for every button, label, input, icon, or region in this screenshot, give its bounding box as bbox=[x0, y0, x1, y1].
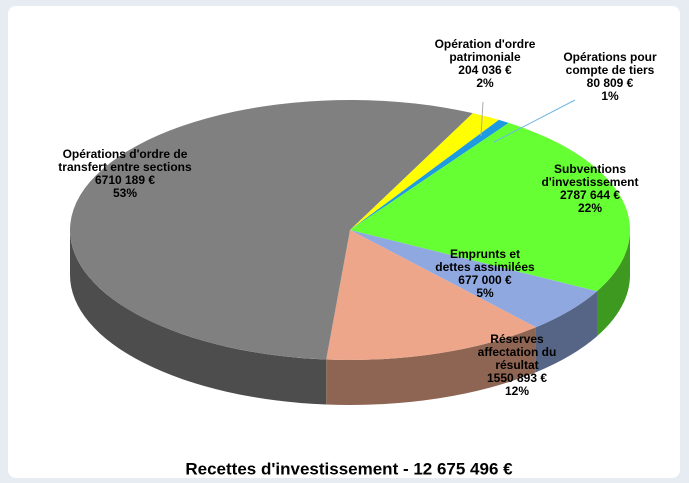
label-value: 1550 893 € bbox=[487, 371, 547, 385]
slice bbox=[350, 113, 499, 230]
label-percent: 53% bbox=[113, 186, 137, 200]
label-value: 80 809 € bbox=[587, 76, 634, 90]
label-line: dettes assimilées bbox=[435, 260, 535, 274]
label-percent: 5% bbox=[476, 286, 494, 300]
label-line: Subventions bbox=[554, 162, 626, 176]
label-value: 677 000 € bbox=[458, 273, 512, 287]
slice bbox=[350, 230, 598, 328]
chart-title: Recettes d'investissement - 12 675 496 € bbox=[185, 459, 513, 478]
data-label: Réserves affectation du résultat 1550 893 €… bbox=[478, 332, 557, 398]
label-percent: 22% bbox=[578, 201, 602, 215]
slice-side bbox=[535, 291, 598, 373]
label-line: d'investissement bbox=[542, 175, 639, 189]
label-percent: 1% bbox=[601, 89, 619, 103]
slice-side bbox=[326, 327, 536, 405]
slice bbox=[326, 230, 536, 360]
slice-side bbox=[70, 230, 327, 405]
leader-line bbox=[480, 101, 484, 137]
data-label: Subventions d'investissement 2787 644 €22% bbox=[542, 162, 639, 215]
data-label: Opérations d'ordre de transfert entre sec… bbox=[58, 147, 192, 200]
label-line: compte de tiers bbox=[566, 63, 655, 77]
label-value: 2787 644 € bbox=[560, 188, 620, 202]
data-label: Opération d'ordre patrimoniale 204 036 €2% bbox=[435, 37, 536, 90]
leader-line bbox=[493, 99, 576, 143]
label-line: patrimoniale bbox=[449, 50, 521, 64]
label-value: 6710 189 € bbox=[95, 173, 155, 187]
label-value: 204 036 € bbox=[458, 63, 512, 77]
label-line: Opérations d'ordre de bbox=[63, 147, 188, 161]
label-line: Opération d'ordre bbox=[435, 37, 536, 51]
label-percent: 2% bbox=[476, 76, 494, 90]
slice bbox=[350, 122, 630, 292]
slice bbox=[350, 119, 509, 230]
label-line: Opérations pour bbox=[563, 50, 657, 64]
slice bbox=[69, 99, 473, 360]
data-label: Opérations pour compte de tiers 80 809 €1% bbox=[563, 50, 657, 103]
label-line: résultat bbox=[495, 358, 538, 372]
label-percent: 12% bbox=[505, 384, 529, 398]
label-line: Réserves bbox=[490, 332, 544, 346]
label-line: affectation du bbox=[478, 345, 557, 359]
label-line: Emprunts et bbox=[450, 247, 520, 261]
slice-side bbox=[597, 230, 630, 337]
data-label: Emprunts et dettes assimilées 677 000 €5% bbox=[435, 247, 535, 300]
label-line: transfert entre sections bbox=[58, 160, 192, 174]
